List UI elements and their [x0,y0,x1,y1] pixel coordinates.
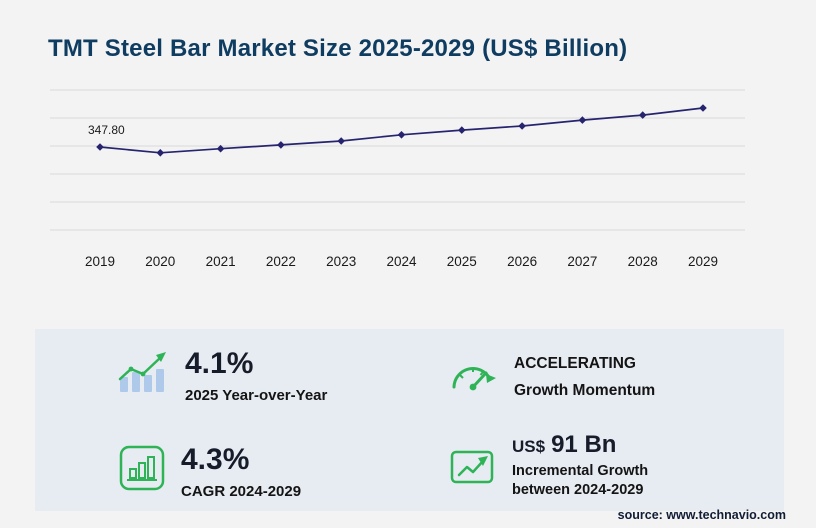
svg-text:347.80: 347.80 [88,123,125,137]
stats-panel: 4.1% 2025 Year-over-Year ACCELERATING Gr… [35,329,784,511]
momentum-line1: ACCELERATING [514,355,636,372]
svg-text:2026: 2026 [507,254,537,269]
line-chart-svg: 347.80 2019 2020 2021 2022 2023 2024 2025 2026 20… [50,89,745,269]
stat-growth-momentum: ACCELERATING Growth Momentum [450,355,655,400]
svg-text:2021: 2021 [206,254,236,269]
stat-yoy-growth: 4.1% 2025 Year-over-Year [117,349,327,404]
yoy-label: 2025 Year-over-Year [185,387,328,404]
incremental-label-line1: Incremental Growth [512,463,649,479]
bar-chart-box-icon [119,445,165,491]
speedometer-icon [450,355,498,395]
yoy-value: 4.1% [185,347,254,380]
incremental-label-line2: between 2024-2029 [512,482,644,498]
cagr-label: CAGR 2024-2029 [181,483,302,500]
incremental-value: 91 Bn [551,431,617,458]
svg-text:2028: 2028 [628,254,658,269]
svg-text:2025: 2025 [447,254,477,269]
stat-incremental-growth: US$ 91 Bn Incremental Growth between 202… [450,433,648,498]
page-title: TMT Steel Bar Market Size 2025-2029 (US$… [48,35,628,63]
incremental-value-line: US$ 91 Bn [512,433,648,457]
market-line-chart: 347.80 2019 2020 2021 2022 2023 2024 2025 2026 20… [0,62,816,292]
svg-text:2024: 2024 [386,254,417,269]
svg-text:2022: 2022 [266,254,296,269]
bar-growth-icon [117,349,169,395]
svg-text:2020: 2020 [145,254,175,269]
incremental-currency: US$ [512,437,546,456]
svg-text:2029: 2029 [688,254,718,269]
svg-text:2019: 2019 [85,254,115,269]
growth-arrow-box-icon [450,447,496,487]
svg-text:2027: 2027 [567,254,597,269]
source-credit: source: www.technavio.com [617,508,786,522]
svg-text:2023: 2023 [326,254,356,269]
momentum-line2: Growth Momentum [514,382,656,399]
cagr-value: 4.3% [181,443,250,476]
stat-cagr: 4.3% CAGR 2024-2029 [119,445,301,500]
